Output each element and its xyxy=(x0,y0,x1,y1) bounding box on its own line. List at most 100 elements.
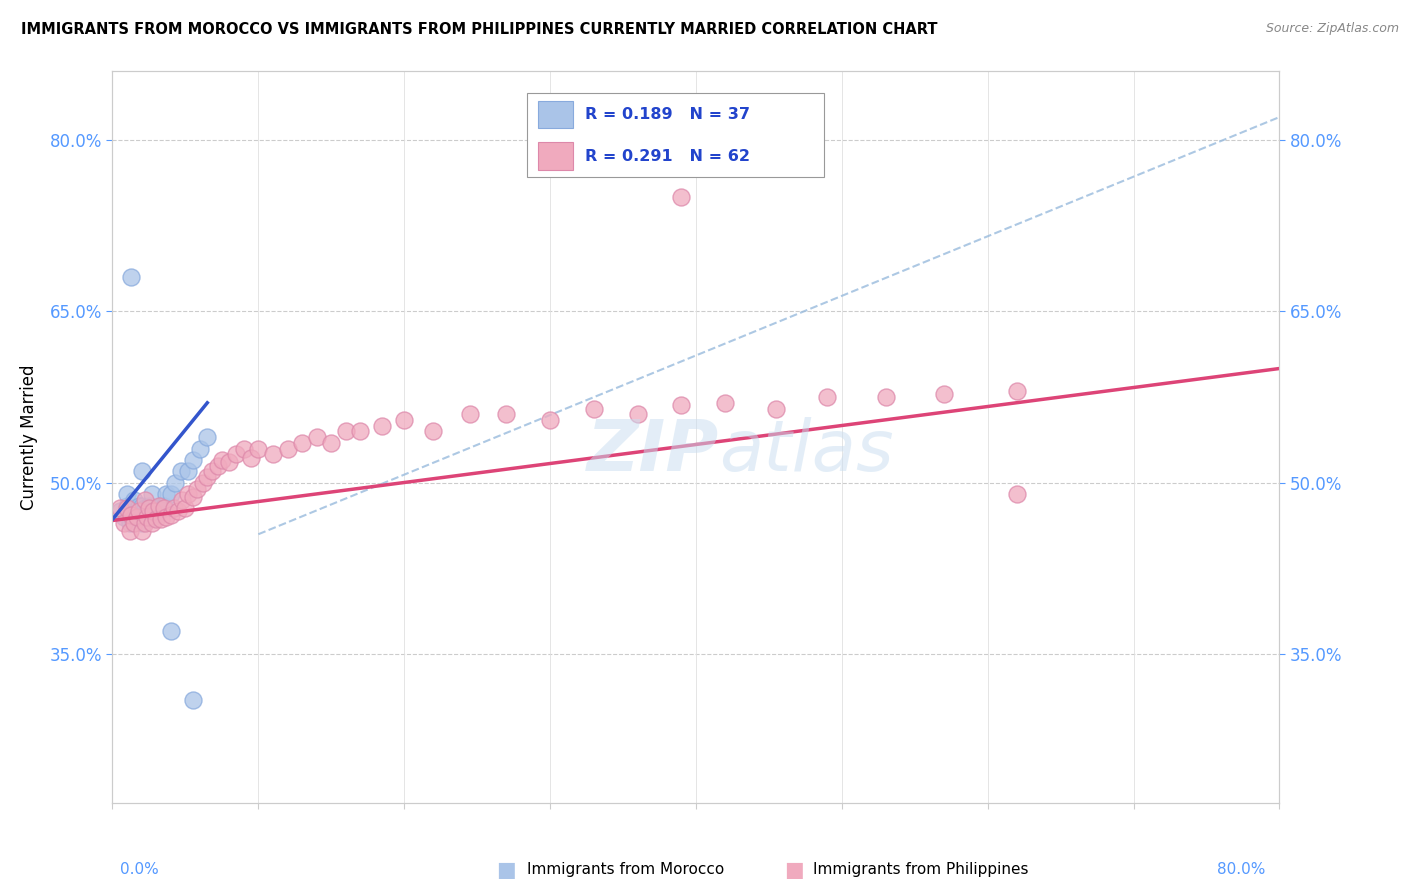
Point xyxy=(141,510,163,524)
Point xyxy=(201,464,224,478)
Point xyxy=(152,500,174,515)
Point xyxy=(165,475,187,490)
Point xyxy=(181,490,204,504)
Point xyxy=(211,453,233,467)
Point xyxy=(815,390,838,404)
Point xyxy=(582,401,605,416)
Point xyxy=(124,504,146,518)
Text: 0.0%: 0.0% xyxy=(120,863,159,877)
Point xyxy=(371,418,394,433)
Y-axis label: Currently Married: Currently Married xyxy=(21,364,38,510)
Bar xyxy=(538,143,574,170)
Point xyxy=(115,499,138,513)
Point xyxy=(142,504,165,518)
Text: R = 0.189   N = 37: R = 0.189 N = 37 xyxy=(585,107,751,122)
Point xyxy=(136,504,159,518)
Point xyxy=(671,190,693,204)
Text: Source: ZipAtlas.com: Source: ZipAtlas.com xyxy=(1265,22,1399,36)
Point xyxy=(128,504,150,518)
Point xyxy=(155,510,177,524)
Point xyxy=(714,396,737,410)
Point xyxy=(191,475,214,490)
Point xyxy=(148,499,170,513)
Point xyxy=(291,435,314,450)
Point xyxy=(218,455,240,469)
Point xyxy=(765,401,787,416)
Text: ■: ■ xyxy=(496,860,516,880)
Point xyxy=(160,624,183,639)
Point xyxy=(112,510,135,524)
Point xyxy=(207,458,229,473)
Point xyxy=(262,447,284,461)
Point xyxy=(627,407,650,421)
Point xyxy=(152,499,174,513)
Point xyxy=(240,450,263,465)
Point xyxy=(305,430,328,444)
Point xyxy=(131,524,153,538)
Point xyxy=(335,425,357,439)
Point xyxy=(160,508,183,522)
Point xyxy=(118,524,141,538)
Point xyxy=(149,512,172,526)
Point xyxy=(131,516,153,530)
Text: atlas: atlas xyxy=(720,417,894,486)
Point xyxy=(120,508,142,522)
Point xyxy=(145,508,167,522)
Point xyxy=(108,504,131,518)
Text: ZIP: ZIP xyxy=(588,417,720,486)
Point xyxy=(145,512,167,526)
Point xyxy=(177,464,200,478)
Point xyxy=(195,470,218,484)
Point xyxy=(115,500,138,515)
Point xyxy=(127,510,149,524)
Point xyxy=(138,500,160,515)
Text: IMMIGRANTS FROM MOROCCO VS IMMIGRANTS FROM PHILIPPINES CURRENTLY MARRIED CORRELA: IMMIGRANTS FROM MOROCCO VS IMMIGRANTS FR… xyxy=(21,22,938,37)
Point xyxy=(124,516,146,530)
Point xyxy=(321,435,343,450)
Point xyxy=(671,398,693,412)
Point xyxy=(181,693,204,707)
Point xyxy=(128,504,150,518)
Point xyxy=(155,487,177,501)
Point xyxy=(160,487,183,501)
Point xyxy=(195,430,218,444)
Point xyxy=(128,499,150,513)
Point xyxy=(172,492,194,507)
Text: Immigrants from Morocco: Immigrants from Morocco xyxy=(527,863,724,877)
Text: Immigrants from Philippines: Immigrants from Philippines xyxy=(813,863,1028,877)
Point xyxy=(141,487,163,501)
Point xyxy=(163,500,186,515)
Point xyxy=(141,516,163,530)
Point xyxy=(134,516,156,530)
Point xyxy=(118,516,141,530)
Point xyxy=(134,510,156,524)
Point xyxy=(495,407,517,421)
Text: R = 0.291   N = 62: R = 0.291 N = 62 xyxy=(585,149,751,164)
Point xyxy=(127,510,149,524)
Point xyxy=(136,510,159,524)
Point xyxy=(349,425,371,439)
Point xyxy=(167,504,190,518)
Point xyxy=(232,442,254,456)
Point xyxy=(1005,487,1028,501)
Point xyxy=(181,453,204,467)
Point xyxy=(170,464,193,478)
Point xyxy=(186,482,208,496)
Point xyxy=(145,500,167,515)
Point xyxy=(422,425,444,439)
Point xyxy=(188,442,211,456)
Text: ■: ■ xyxy=(785,860,804,880)
Point xyxy=(538,413,561,427)
Point xyxy=(177,487,200,501)
Point xyxy=(131,499,153,513)
Point xyxy=(134,492,156,507)
Point xyxy=(875,390,897,404)
Point xyxy=(138,499,160,513)
Point xyxy=(108,500,131,515)
Point xyxy=(112,516,135,530)
Text: 80.0%: 80.0% xyxy=(1218,863,1265,877)
Point xyxy=(148,504,170,518)
Point xyxy=(120,270,142,285)
Point xyxy=(115,487,138,501)
Point xyxy=(276,442,298,456)
